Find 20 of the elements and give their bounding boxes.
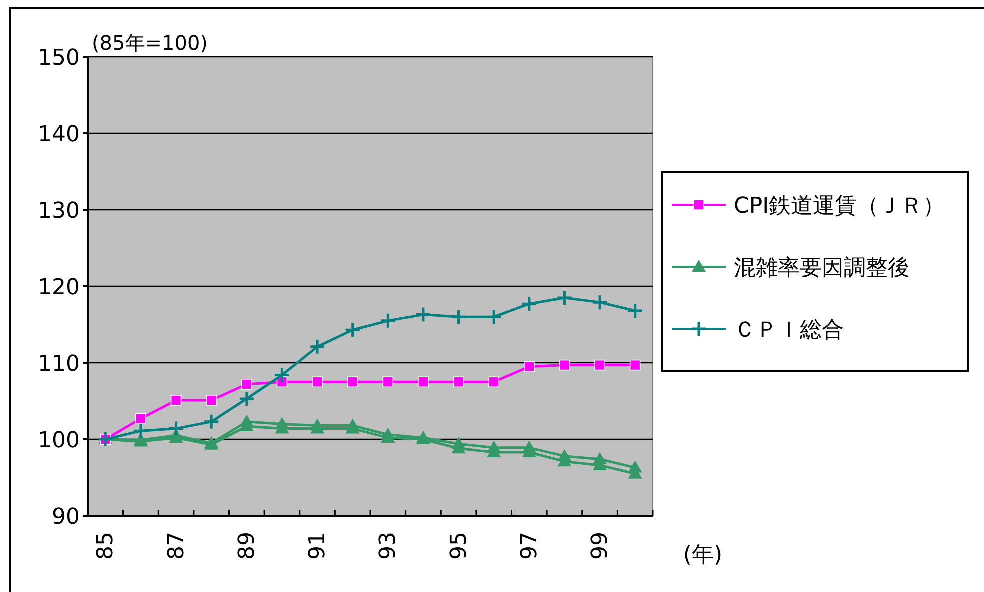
x-tick-label: 87 — [164, 532, 190, 560]
y-tick-label: 130 — [38, 199, 80, 224]
y-tick-label: 90 — [52, 505, 80, 530]
x-tick-label: 97 — [517, 532, 542, 560]
y-tick-label: 120 — [38, 276, 80, 300]
x-tick-label: 89 — [234, 532, 260, 560]
x-tick-label: 85 — [94, 532, 119, 560]
y-tick-label: 110 — [38, 352, 80, 377]
legend-label: ＣＰＩ総合 — [734, 318, 844, 343]
x-tick-label: 99 — [588, 532, 614, 560]
x-tick-label: 93 — [376, 532, 402, 560]
x-axis-title: (年) — [683, 543, 723, 568]
x-tick-label: 91 — [306, 532, 331, 560]
legend-label: CPI鉄道運賃（ＪＲ） — [734, 194, 946, 219]
y-axis-title: (85年=100) — [92, 31, 208, 55]
y-tick-label: 150 — [38, 46, 80, 71]
legend-label: 混雑率要因調整後 — [734, 256, 910, 281]
y-tick-label: 100 — [38, 428, 80, 454]
x-tick-label: 95 — [446, 532, 472, 560]
y-tick-label: 140 — [38, 122, 80, 148]
